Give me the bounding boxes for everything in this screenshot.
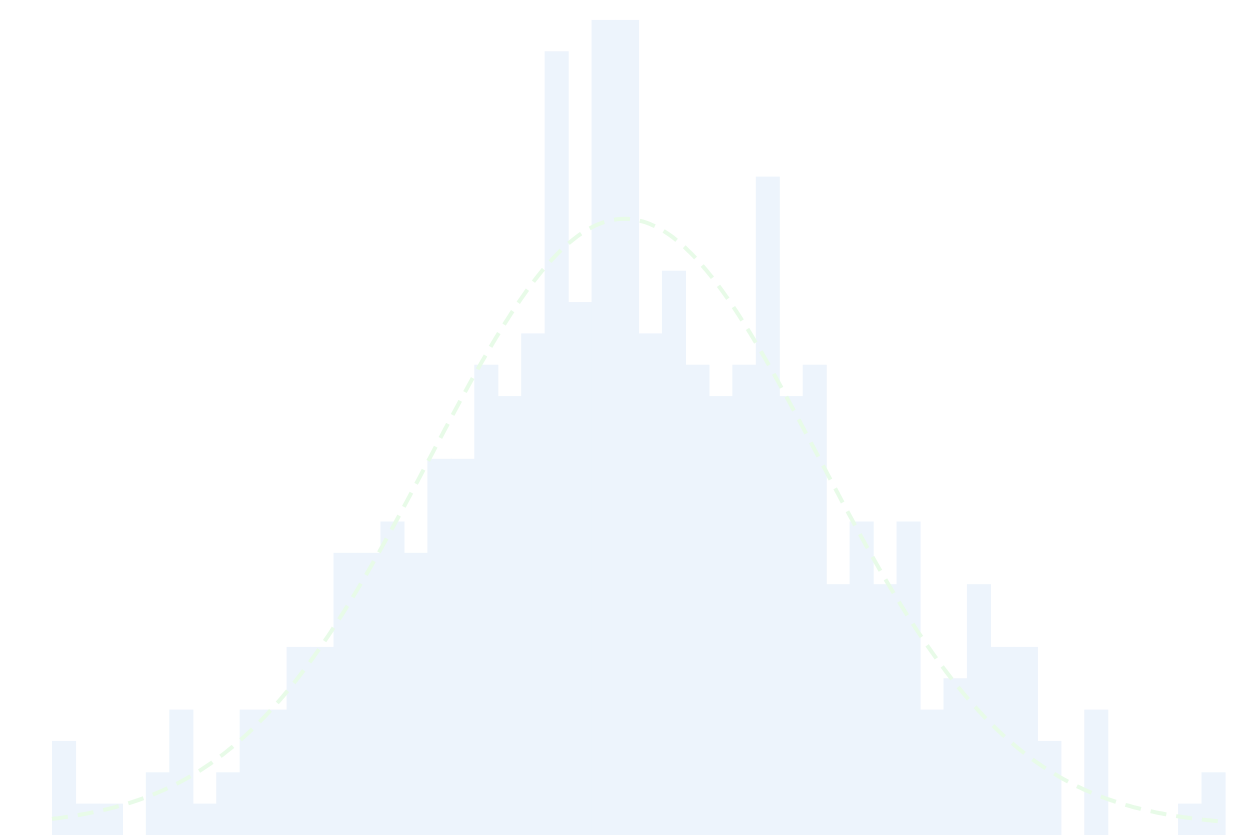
histogram-bar (802, 364, 827, 835)
histogram-bar (450, 458, 475, 835)
histogram-bar (145, 772, 170, 835)
histogram-bar (52, 740, 77, 835)
histogram-bar (920, 709, 945, 835)
histogram-bar (873, 584, 898, 835)
histogram-bar (661, 270, 687, 835)
histogram-bar (380, 521, 405, 835)
histogram-bar (638, 333, 663, 835)
histogram-bar (75, 803, 100, 835)
histogram-bar (779, 396, 804, 835)
histogram-bar (192, 803, 217, 835)
histogram-bar (708, 396, 733, 835)
histogram-bar (474, 364, 499, 835)
histogram-bar (333, 552, 358, 835)
histogram-bars (52, 19, 1226, 835)
histogram-bar (990, 646, 1015, 835)
histogram-bar (615, 19, 640, 835)
histogram-bar (568, 302, 593, 835)
normal-fit-curve (51, 216, 1226, 824)
histogram-bar (263, 709, 288, 835)
histogram-bar (896, 521, 921, 835)
histogram-bar (732, 364, 757, 835)
histogram-bar (521, 333, 546, 835)
histogram-bar (755, 176, 780, 835)
histogram-bar (826, 584, 851, 835)
histogram-bar (1084, 709, 1109, 835)
histogram-bar (497, 396, 522, 835)
histogram-bar (216, 772, 241, 835)
histogram-bar (403, 552, 428, 835)
histogram-bar (685, 364, 710, 835)
histogram-bar (169, 709, 194, 835)
histogram-bar (544, 51, 569, 835)
histogram-bar (943, 678, 968, 835)
histogram-bar (310, 646, 335, 835)
histogram-bar (1201, 772, 1226, 835)
histogram-bar (849, 521, 874, 835)
histogram-bar (591, 19, 616, 835)
histogram-bar (1037, 740, 1062, 835)
histogram-bar (1013, 646, 1038, 835)
histogram-bar (427, 458, 452, 835)
histogram-bar (356, 552, 382, 835)
